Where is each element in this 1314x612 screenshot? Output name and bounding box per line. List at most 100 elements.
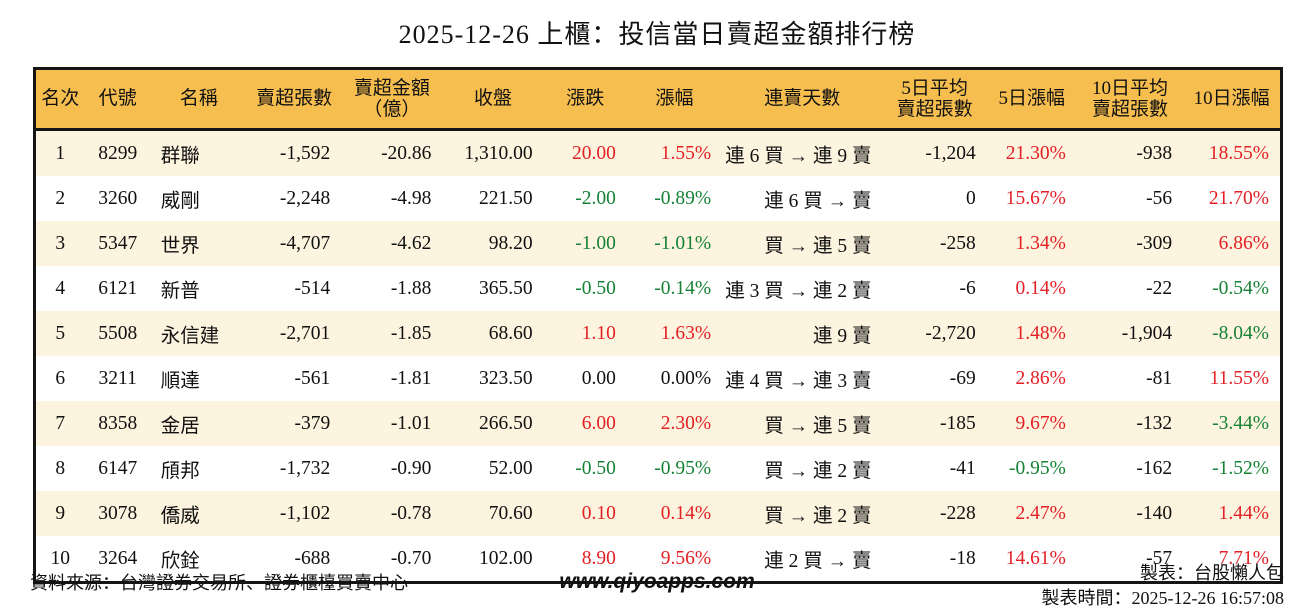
cell-p5: 1.48%: [1015, 322, 1066, 344]
cell-shares: -1,732: [279, 457, 331, 479]
cell-pct: 0.00%: [660, 367, 712, 389]
cell-name: 群聯: [160, 146, 200, 167]
cell-amount: -0.90: [390, 457, 432, 479]
cell-amount: -1.85: [390, 322, 432, 344]
col-header-sell-amount: 賣超金額 （億）: [341, 68, 443, 131]
header-row: 名次 代號 名稱 賣超張數 賣超金額 （億） 收盤 漲跌 漲幅 連賣天數 5日平…: [34, 68, 1282, 131]
cell-pct: -0.89%: [654, 187, 712, 209]
cell-avg5: -1,204: [925, 142, 976, 164]
cell-name: 頎邦: [160, 461, 200, 482]
cell-pct: 9.56%: [660, 547, 712, 569]
cell-avg5: -185: [939, 412, 976, 434]
col-header-pct10: 10日漲幅: [1183, 68, 1282, 131]
cell-pct: -0.14%: [654, 277, 712, 299]
table-row: 6 3211 順達 -561 -1.81 323.50 0.00 0.00% 連 4 買 → 連…: [34, 356, 1282, 401]
cell-amount: -1.81: [390, 367, 432, 389]
cell-streak: 買 → 連 5 賣: [764, 416, 872, 437]
cell-p5: 21.30%: [1005, 142, 1066, 164]
col-header-sell-shares: 賣超張數: [246, 68, 342, 131]
cell-code: 6147: [98, 457, 138, 479]
cell-avg5: -258: [939, 232, 976, 254]
cell-amount: -20.86: [381, 142, 432, 164]
cell-close: 323.50: [479, 367, 533, 389]
cell-streak: 買 → 連 5 賣: [764, 236, 872, 257]
col-header-pct5: 5日漲幅: [986, 68, 1077, 131]
cell-shares: -4,707: [279, 232, 331, 254]
cell-avg10: -162: [1136, 457, 1173, 479]
cell-close: 102.00: [479, 547, 533, 569]
cell-avg10: -81: [1146, 367, 1173, 389]
cell-avg5: -228: [939, 502, 976, 524]
cell-close: 98.20: [488, 232, 533, 254]
col-header-avg5: 5日平均 賣超張數: [882, 68, 987, 131]
report-maker: 製表：台股懶人包: [1140, 563, 1284, 583]
cell-p10: 1.44%: [1218, 502, 1269, 524]
cell-avg10: -132: [1136, 412, 1173, 434]
cell-pct: 2.30%: [660, 412, 712, 434]
table-row: 7 8358 金居 -379 -1.01 266.50 6.00 2.30% 買 → 連 5 賣…: [34, 401, 1282, 446]
table-row: 8 6147 頎邦 -1,732 -0.90 52.00 -0.50 -0.95% 買 → 連 …: [34, 446, 1282, 491]
cell-rank: 4: [55, 277, 66, 299]
cell-shares: -561: [294, 367, 331, 389]
cell-p10: 11.55%: [1209, 367, 1269, 389]
table-row: 5 5508 永信建 -2,701 -1.85 68.60 1.10 1.63% 連 9 賣 -2…: [34, 311, 1282, 356]
cell-rank: 6: [55, 367, 66, 389]
cell-streak: 連 6 買 → 連 9 賣: [725, 146, 872, 167]
cell-rank: 5: [55, 322, 66, 344]
cell-amount: -4.98: [390, 187, 432, 209]
cell-pct: -0.95%: [654, 457, 712, 479]
cell-name: 永信建: [160, 326, 220, 347]
cell-close: 1,310.00: [464, 142, 533, 164]
table-row: 1 8299 群聯 -1,592 -20.86 1,310.00 20.00 1.55% 連 6…: [34, 129, 1282, 176]
cell-chg: 0.00: [581, 367, 616, 389]
cell-chg: 0.10: [581, 502, 616, 524]
table-row: 9 3078 僑威 -1,102 -0.78 70.60 0.10 0.14% 買 → 連 2 …: [34, 491, 1282, 536]
col-header-code: 代號: [84, 68, 151, 131]
cell-shares: -1,592: [279, 142, 331, 164]
cell-p10: -0.54%: [1212, 277, 1269, 299]
cell-chg: 6.00: [581, 412, 616, 434]
page-title: 2025-12-26 上櫃：投信當日賣超金額排行榜: [398, 20, 916, 49]
cell-streak: 連 6 買 → 賣: [764, 191, 872, 212]
cell-name: 欣銓: [160, 551, 200, 572]
table-row: 10 3264 欣銓 -688 -0.70 102.00 8.90 9.56% 連 2 買 → …: [34, 536, 1282, 583]
cell-code: 6121: [98, 277, 138, 299]
cell-avg5: 0: [965, 187, 976, 209]
cell-streak: 買 → 連 2 賣: [764, 506, 872, 527]
website-url: www.qiyoapps.com: [559, 570, 755, 593]
cell-p10: 7.71%: [1218, 547, 1269, 569]
cell-shares: -688: [294, 547, 331, 569]
cell-close: 68.60: [488, 322, 533, 344]
col-header-change-pct: 漲幅: [626, 68, 723, 131]
cell-name: 世界: [160, 236, 200, 257]
cell-code: 8358: [98, 412, 138, 434]
cell-name: 金居: [160, 416, 200, 437]
col-header-avg10: 10日平均 賣超張數: [1076, 68, 1184, 131]
cell-streak: 連 2 買 → 賣: [764, 551, 872, 572]
cell-code: 5347: [98, 232, 138, 254]
cell-chg: 1.10: [581, 322, 616, 344]
col-header-name: 名稱: [150, 68, 247, 131]
cell-close: 266.50: [479, 412, 533, 434]
table-row: 4 6121 新普 -514 -1.88 365.50 -0.50 -0.14% 連 3 買 →…: [34, 266, 1282, 311]
cell-p5: 14.61%: [1005, 547, 1066, 569]
cell-amount: -0.70: [390, 547, 432, 569]
col-header-close: 收盤: [442, 68, 544, 131]
col-header-rank: 名次: [34, 68, 85, 131]
cell-chg: -1.00: [575, 232, 616, 254]
cell-close: 365.50: [479, 277, 533, 299]
cell-shares: -1,102: [279, 502, 331, 524]
cell-amount: -1.88: [390, 277, 432, 299]
col-header-streak: 連賣天數: [722, 68, 883, 131]
cell-p5: 2.47%: [1015, 502, 1066, 524]
cell-close: 70.60: [488, 502, 533, 524]
cell-pct: -1.01%: [654, 232, 712, 254]
cell-chg: 20.00: [571, 142, 616, 164]
cell-avg10: -57: [1146, 547, 1173, 569]
cell-rank: 8: [55, 457, 66, 479]
cell-p5: 9.67%: [1015, 412, 1066, 434]
cell-rank: 3: [55, 232, 66, 254]
cell-code: 8299: [98, 142, 138, 164]
table-row: 3 5347 世界 -4,707 -4.62 98.20 -1.00 -1.01% 買 → 連 …: [34, 221, 1282, 266]
table-row: 2 3260 威剛 -2,248 -4.98 221.50 -2.00 -0.89% 連 6 買…: [34, 176, 1282, 221]
